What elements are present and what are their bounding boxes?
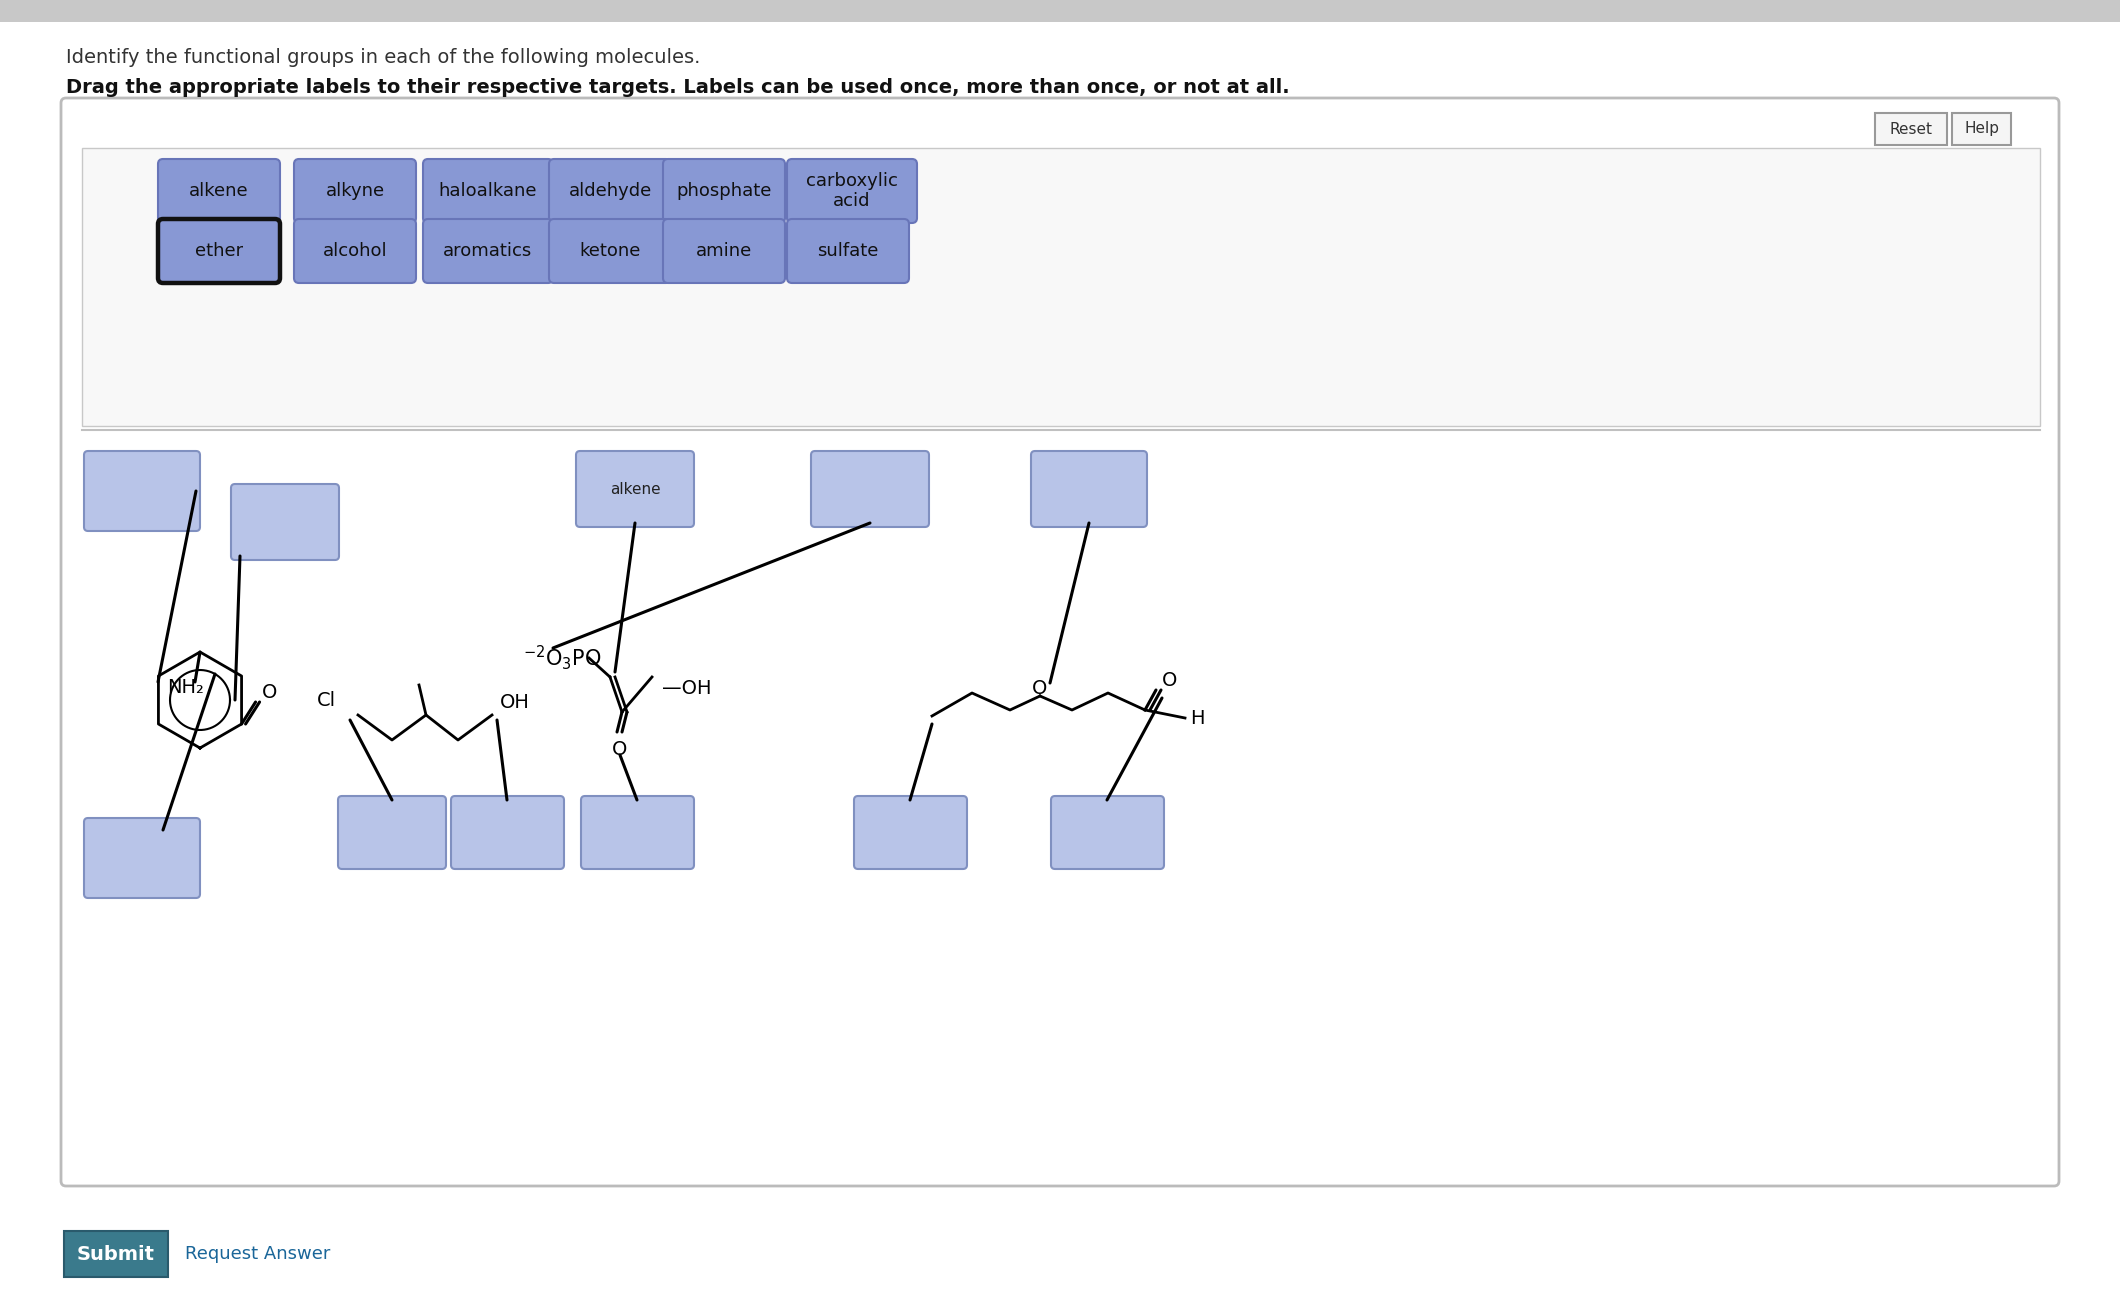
FancyBboxPatch shape: [664, 159, 784, 224]
Text: O: O: [613, 740, 628, 758]
Text: Help: Help: [1963, 121, 1999, 137]
Text: alkyne: alkyne: [326, 182, 384, 200]
FancyBboxPatch shape: [424, 159, 553, 224]
FancyBboxPatch shape: [85, 451, 199, 531]
Text: NH₂: NH₂: [167, 678, 204, 696]
Text: —OH: —OH: [661, 680, 712, 699]
Text: Drag the appropriate labels to their respective targets. Labels can be used once: Drag the appropriate labels to their res…: [66, 78, 1289, 97]
Text: Cl: Cl: [316, 691, 335, 711]
Text: O: O: [1162, 671, 1177, 690]
FancyBboxPatch shape: [295, 159, 416, 224]
Text: Request Answer: Request Answer: [184, 1245, 331, 1264]
FancyBboxPatch shape: [581, 796, 693, 870]
Text: H: H: [1189, 708, 1204, 727]
Text: aldehyde: aldehyde: [568, 182, 651, 200]
FancyBboxPatch shape: [812, 451, 929, 527]
Text: ketone: ketone: [579, 242, 640, 260]
FancyBboxPatch shape: [664, 220, 784, 283]
Text: alcohol: alcohol: [322, 242, 388, 260]
Text: Identify the functional groups in each of the following molecules.: Identify the functional groups in each o…: [66, 48, 700, 67]
FancyBboxPatch shape: [452, 796, 564, 870]
Text: O: O: [1032, 678, 1047, 698]
Text: alkene: alkene: [611, 482, 659, 496]
Text: O: O: [261, 682, 278, 702]
FancyBboxPatch shape: [1052, 796, 1164, 870]
FancyBboxPatch shape: [424, 220, 553, 283]
FancyBboxPatch shape: [1030, 451, 1147, 527]
FancyBboxPatch shape: [1953, 112, 2012, 145]
Text: phosphate: phosphate: [676, 182, 772, 200]
FancyBboxPatch shape: [159, 220, 280, 283]
FancyBboxPatch shape: [854, 796, 967, 870]
FancyBboxPatch shape: [549, 220, 672, 283]
Text: alkene: alkene: [189, 182, 248, 200]
FancyBboxPatch shape: [787, 220, 909, 283]
Text: amine: amine: [695, 242, 753, 260]
FancyBboxPatch shape: [549, 159, 672, 224]
FancyBboxPatch shape: [83, 149, 2039, 426]
FancyBboxPatch shape: [577, 451, 693, 527]
FancyBboxPatch shape: [231, 484, 339, 559]
Text: $^{-2}$O$_3$PO: $^{-2}$O$_3$PO: [524, 643, 602, 672]
Text: aromatics: aromatics: [443, 242, 532, 260]
FancyBboxPatch shape: [64, 1231, 167, 1276]
FancyBboxPatch shape: [61, 98, 2059, 1186]
FancyBboxPatch shape: [295, 220, 416, 283]
Text: Submit: Submit: [76, 1244, 155, 1264]
Text: haloalkane: haloalkane: [439, 182, 536, 200]
Text: sulfate: sulfate: [818, 242, 878, 260]
Bar: [0, 0, 2120, 22]
Text: carboxylic
acid: carboxylic acid: [806, 172, 899, 211]
Text: ether: ether: [195, 242, 244, 260]
FancyBboxPatch shape: [337, 796, 445, 870]
Text: OH: OH: [500, 694, 530, 712]
FancyBboxPatch shape: [159, 159, 280, 224]
FancyBboxPatch shape: [85, 818, 199, 898]
FancyBboxPatch shape: [787, 159, 918, 224]
FancyBboxPatch shape: [1874, 112, 1946, 145]
Text: Reset: Reset: [1889, 121, 1933, 137]
